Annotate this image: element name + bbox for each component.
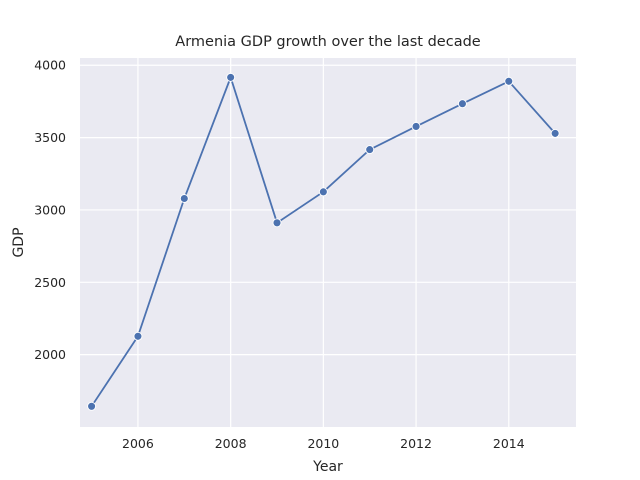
data-point xyxy=(411,121,421,131)
x-tick-label: 2010 xyxy=(307,436,339,451)
data-point xyxy=(226,72,236,82)
data-point xyxy=(179,194,189,203)
x-tick-label: 2006 xyxy=(122,436,154,451)
data-point xyxy=(87,401,97,411)
series-markers xyxy=(87,72,560,411)
data-point xyxy=(318,187,328,197)
y-axis-label: GDP xyxy=(11,227,27,257)
plot-area xyxy=(80,58,576,427)
data-point xyxy=(133,331,143,341)
x-tick-label: 2008 xyxy=(215,436,247,451)
chart-title: Armenia GDP growth over the last decade xyxy=(175,34,480,50)
y-tick-label: 4000 xyxy=(34,58,66,73)
data-point xyxy=(365,145,375,155)
y-tick-label: 2500 xyxy=(34,275,66,290)
data-point xyxy=(272,218,282,228)
y-tick-label: 2000 xyxy=(34,347,66,362)
grid-lines xyxy=(80,58,576,427)
data-point xyxy=(550,128,560,138)
x-tick-label: 2014 xyxy=(493,436,525,451)
y-tick-labels: 2000 2500 3000 3500 4000 xyxy=(34,58,66,362)
y-tick-label: 3500 xyxy=(34,130,66,145)
y-tick-label: 3000 xyxy=(34,202,66,217)
x-tick-label: 2012 xyxy=(400,436,432,451)
x-tick-labels: 2006 2008 2010 2012 2014 xyxy=(122,436,525,451)
data-point xyxy=(457,99,467,109)
x-axis-label: Year xyxy=(312,459,343,475)
data-point xyxy=(504,76,514,86)
